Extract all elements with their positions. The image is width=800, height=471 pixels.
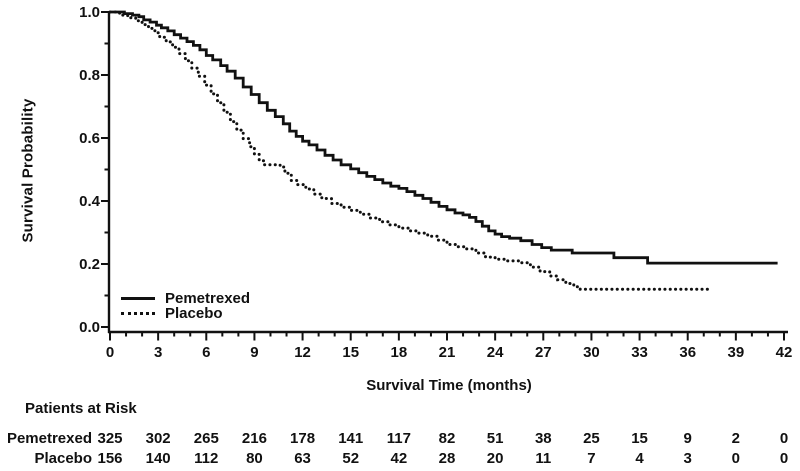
risk-count: 7 [587, 450, 595, 467]
solid-line-swatch [121, 297, 155, 300]
legend-label-placebo: Placebo [165, 305, 223, 322]
risk-count: 0 [780, 430, 788, 447]
risk-count: 51 [487, 430, 504, 447]
legend-item-placebo: Placebo [121, 306, 250, 321]
x-tick-label: 15 [342, 344, 359, 361]
x-tick-label: 6 [202, 344, 210, 361]
risk-count: 2 [732, 430, 740, 447]
y-tick-label: 1.0 [79, 4, 100, 21]
risk-count: 0 [732, 450, 740, 467]
risk-count: 80 [246, 450, 263, 467]
risk-count: 9 [684, 430, 692, 447]
risk-count: 15 [631, 430, 648, 447]
risk-count: 117 [387, 430, 411, 447]
dotted-line-swatch [121, 312, 155, 315]
x-tick-label: 24 [487, 344, 504, 361]
risk-count: 25 [583, 430, 600, 447]
risk-count: 3 [684, 450, 692, 467]
y-axis-title: Survival Probability [19, 98, 37, 243]
risk-count: 4 [635, 450, 644, 467]
risk-count: 156 [97, 450, 122, 467]
x-tick-label: 33 [631, 344, 648, 361]
risk-count: 42 [391, 450, 408, 467]
survival-curve-placebo [108, 10, 711, 291]
risk-count: 140 [146, 450, 171, 467]
x-tick-label: 12 [294, 344, 311, 361]
x-tick-label: 39 [728, 344, 745, 361]
y-tick-label: 0.8 [79, 67, 100, 84]
x-tick-label: 42 [776, 344, 793, 361]
risk-count: 141 [338, 430, 363, 447]
x-tick-label: 9 [250, 344, 258, 361]
risk-count: 112 [194, 450, 218, 467]
risk-count: 178 [290, 430, 315, 447]
x-tick-label: 27 [535, 344, 552, 361]
risk-count: 63 [294, 450, 311, 467]
risk-table-title: Patients at Risk [25, 400, 137, 417]
legend: Pemetrexed Placebo [121, 291, 250, 321]
risk-count: 265 [194, 430, 219, 447]
risk-count: 52 [342, 450, 359, 467]
x-tick-label: 3 [154, 344, 162, 361]
risk-row-label: Placebo [34, 450, 92, 467]
legend-item-pemetrexed: Pemetrexed [121, 291, 250, 306]
risk-count: 325 [97, 430, 122, 447]
risk-count: 38 [535, 430, 552, 447]
risk-count: 82 [439, 430, 456, 447]
y-tick-label: 0.0 [79, 319, 100, 336]
risk-count: 20 [487, 450, 504, 467]
y-tick-label: 0.2 [79, 256, 100, 273]
x-tick-label: 21 [439, 344, 456, 361]
y-tick-label: 0.6 [79, 130, 100, 147]
x-tick-label: 36 [679, 344, 696, 361]
risk-count: 302 [146, 430, 171, 447]
x-tick-label: 30 [583, 344, 600, 361]
legend-label-pemetrexed: Pemetrexed [165, 290, 251, 307]
risk-count: 0 [780, 450, 788, 467]
risk-row-label: Pemetrexed [7, 430, 92, 447]
survival-curve-pemetrexed [110, 10, 778, 265]
risk-count: 11 [535, 450, 551, 467]
y-tick-label: 0.4 [79, 193, 101, 210]
risk-count: 28 [439, 450, 456, 467]
x-tick-label: 18 [391, 344, 408, 361]
risk-count: 216 [242, 430, 267, 447]
x-tick-label: 0 [106, 344, 114, 361]
x-axis-title: Survival Time (months) [366, 377, 532, 394]
